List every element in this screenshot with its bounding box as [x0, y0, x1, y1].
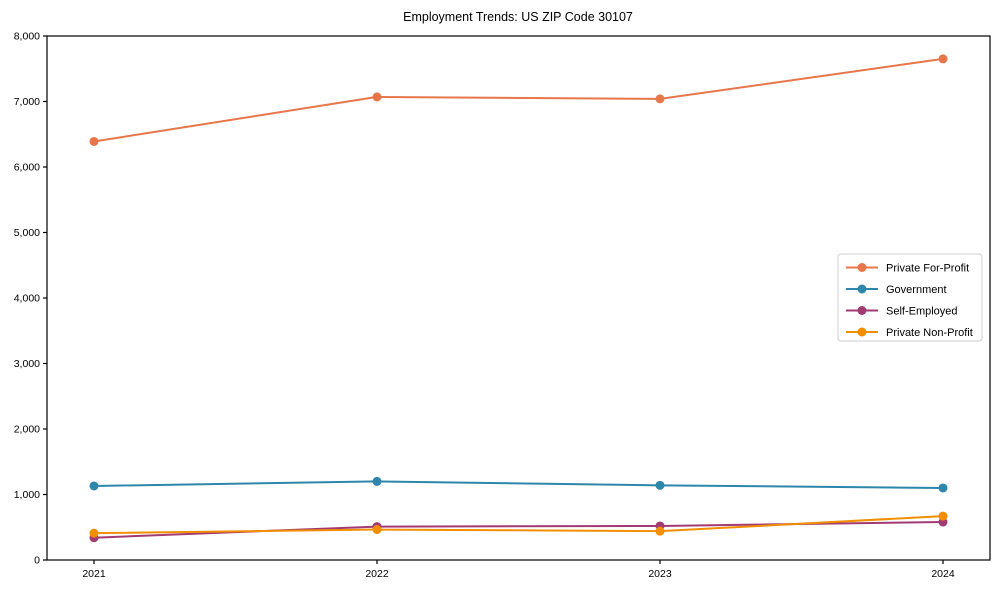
y-tick-label: 1,000 [14, 489, 40, 501]
legend-item: Private For-Profit [846, 263, 969, 275]
y-tick-label: 2,000 [14, 424, 40, 436]
legend-label: Private Non-Profit [886, 327, 973, 339]
legend-marker [857, 284, 867, 294]
legend-item: Private Non-Profit [846, 327, 973, 339]
series-private-for-profit [89, 54, 948, 146]
x-tick-label: 2024 [931, 568, 955, 580]
data-point-marker [89, 528, 99, 538]
data-point-marker [372, 476, 382, 486]
chart-title: Employment Trends: US ZIP Code 30107 [403, 10, 633, 24]
x-tick-label: 2022 [365, 568, 389, 580]
legend-item: Government [846, 284, 947, 296]
data-point-marker [655, 526, 665, 536]
y-tick-label: 0 [34, 555, 40, 567]
legend-label: Government [886, 284, 947, 296]
data-point-marker [655, 94, 665, 104]
x-tick-label: 2021 [82, 568, 106, 580]
data-point-marker [372, 92, 382, 102]
y-tick-label: 8,000 [14, 31, 40, 43]
y-axis: 0 1,000 2,000 3,000 4,000 5,000 6,000 7,000 8,00… [14, 31, 47, 567]
legend-label: Self-Employed [886, 306, 958, 318]
data-point-marker [938, 483, 948, 493]
legend-item: Self-Employed [846, 306, 958, 318]
plot-area: 0 1,000 2,000 3,000 4,000 5,000 6,000 7,000 8,00… [14, 31, 991, 580]
series-line [93, 480, 944, 489]
legend-marker [857, 263, 867, 272]
x-tick-label: 2023 [648, 568, 672, 580]
data-point-marker [89, 136, 99, 146]
y-tick-label: 5,000 [14, 227, 40, 239]
data-point-marker [372, 525, 382, 535]
series-line [93, 515, 944, 535]
x-axis: 2021 2022 2023 2024 [82, 560, 955, 580]
series-line [93, 57, 944, 143]
legend-box [837, 253, 983, 342]
legend-marker [857, 327, 867, 337]
data-point-marker [938, 54, 948, 64]
legend-marker [857, 306, 867, 315]
legend-label: Private For-Profit [886, 263, 969, 275]
data-point-marker [655, 480, 665, 490]
data-point-marker [89, 481, 99, 491]
y-tick-label: 3,000 [14, 358, 40, 370]
legend: Private For-Profit Government Self-Employe… [837, 253, 983, 342]
y-tick-label: 4,000 [14, 293, 40, 305]
data-point-marker [938, 511, 948, 521]
series-private-non-profit [89, 511, 948, 538]
series-government [89, 476, 948, 493]
y-tick-label: 6,000 [14, 162, 40, 174]
y-tick-label: 7,000 [14, 96, 40, 108]
